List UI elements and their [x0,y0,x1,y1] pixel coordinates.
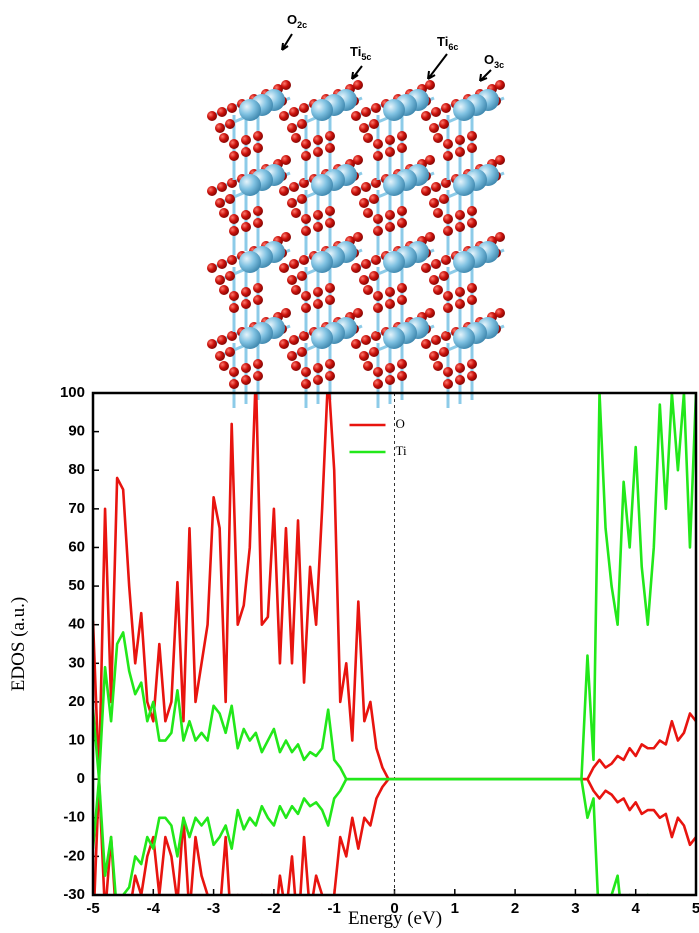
site-label-sub: 2c [297,20,307,30]
page: O2c Ti5c Ti6c O3c Energy (eV) EDOS (a.u.… [0,0,699,933]
y-tick-label: 60 [68,538,85,555]
site-label-base: O [287,12,297,27]
site-label-base: Ti [350,44,361,59]
site-label-sub: 5c [361,52,371,62]
legend-label: O [396,416,405,431]
x-tick-label: 5 [692,900,699,917]
y-tick-label: 90 [68,423,85,440]
x-tick-label: -4 [147,900,161,917]
site-label: Ti5c [350,44,371,62]
site-arrows [282,34,491,81]
y-tick-label: 80 [68,461,85,478]
x-tick-label: 3 [571,900,579,917]
site-label-base: Ti [437,34,448,49]
x-tick-label: -2 [267,900,280,917]
site-label: Ti6c [437,34,458,52]
y-tick-label: -20 [63,847,85,864]
x-tick-label: -3 [207,900,220,917]
figure: O2c Ti5c Ti6c O3c Energy (eV) EDOS (a.u.… [0,0,699,933]
x-tick-label: 1 [451,900,459,917]
site-label: O3c [484,52,504,70]
y-tick-label: 40 [68,616,85,633]
x-tick-label: -5 [86,900,99,917]
y-tick-label: 100 [60,384,85,401]
legend-label: Ti [396,443,407,458]
y-tick-label: 10 [68,732,85,749]
x-tick-label: 4 [632,900,641,917]
y-tick-label: -10 [63,809,85,826]
y-axis-title: EDOS (a.u.) [8,597,29,691]
site-label: O2c [287,12,307,30]
x-tick-label: -1 [328,900,341,917]
y-tick-label: 50 [68,577,85,594]
x-tick-label: 2 [511,900,519,917]
y-tick-label: 20 [68,693,85,710]
y-tick-label: 30 [68,654,85,671]
site-label-sub: 6c [448,42,458,52]
crystal-structure [207,80,505,408]
y-tick-label: 70 [68,500,85,517]
site-label-sub: 3c [494,60,504,70]
y-tick-label: 0 [77,770,85,787]
site-label-base: O [484,52,494,67]
y-tick-label: -30 [63,886,85,903]
x-tick-label: 0 [390,900,398,917]
